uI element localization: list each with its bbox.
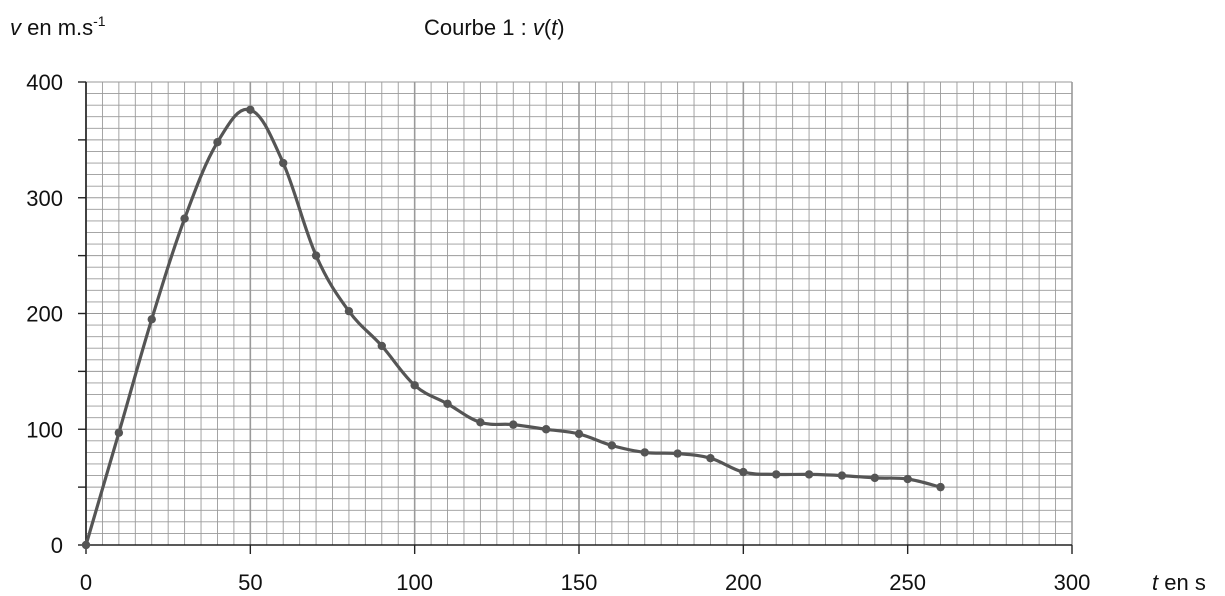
- y-tick-label: 100: [26, 417, 63, 442]
- x-tick-label: 0: [80, 570, 92, 595]
- x-tick-label: 200: [725, 570, 762, 595]
- data-point: [443, 399, 452, 408]
- data-point: [772, 470, 781, 479]
- x-axis-label: t en s: [1152, 570, 1206, 595]
- data-point: [870, 473, 879, 483]
- x-tick-label: 50: [238, 570, 262, 595]
- axes: [78, 81, 1073, 554]
- data-point: [377, 341, 386, 351]
- x-tick-label: 250: [889, 570, 926, 595]
- x-tick-label: 150: [561, 570, 598, 595]
- data-point: [311, 251, 321, 260]
- data-point: [213, 137, 222, 147]
- data-point: [81, 540, 91, 550]
- series-curve: [84, 107, 943, 547]
- data-point: [739, 467, 748, 477]
- data-point: [114, 428, 124, 437]
- y-tick-label: 400: [26, 70, 63, 95]
- y-tick-label: 300: [26, 186, 63, 211]
- data-point: [903, 474, 912, 484]
- y-tick-labels: 0 100 200 300 400: [26, 70, 63, 558]
- data-point: [476, 418, 485, 427]
- data-point: [804, 470, 814, 479]
- data-point: [607, 441, 617, 450]
- data-point: [837, 471, 847, 480]
- data-point: [541, 425, 551, 434]
- series-line: [84, 107, 943, 547]
- data-point: [410, 381, 419, 390]
- x-tick-label: 300: [1054, 570, 1091, 595]
- y-tick-label: 0: [51, 533, 63, 558]
- data-point: [936, 482, 945, 492]
- chart-title: Courbe 1 : v(t): [424, 15, 565, 40]
- data-point: [574, 429, 584, 439]
- data-point: [509, 420, 518, 429]
- data-point: [246, 105, 255, 114]
- data-point: [640, 448, 649, 457]
- x-tick-labels: 0 50 100 150 200 250 300: [80, 570, 1090, 595]
- data-point: [147, 315, 156, 324]
- y-axis-label: v en m.s-1: [10, 13, 106, 40]
- data-points: [81, 105, 945, 550]
- data-point: [673, 449, 682, 458]
- y-tick-label: 200: [26, 302, 63, 327]
- data-point: [344, 306, 354, 316]
- data-point: [180, 214, 189, 223]
- data-point: [706, 453, 715, 463]
- x-tick-label: 100: [396, 570, 433, 595]
- data-point: [279, 158, 288, 168]
